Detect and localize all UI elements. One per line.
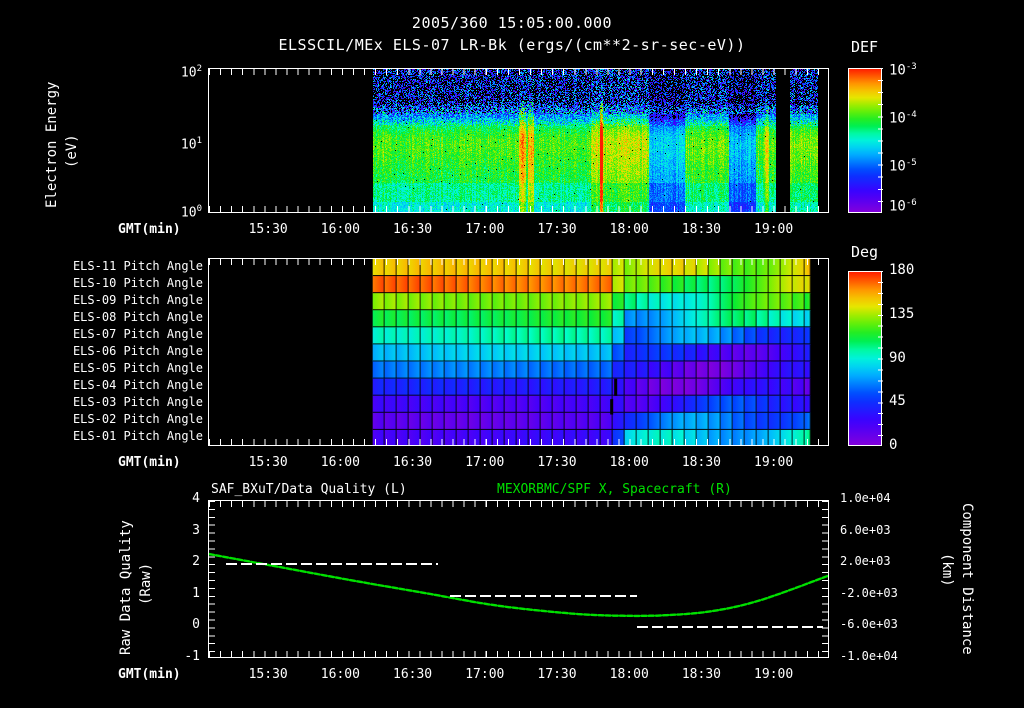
- electron-energy-heatmap: [209, 69, 828, 212]
- energy-xtick-5: 18:00: [609, 222, 649, 237]
- orbit-right-ytick-2: 2.0e+03: [840, 554, 891, 569]
- orbit-left-axis-title-line2: (Raw): [138, 562, 154, 605]
- pitch-xtick-2: 16:30: [393, 455, 433, 470]
- deg-colorbar-label-45: 45: [889, 393, 906, 410]
- deg-colorbar-title: Deg: [851, 243, 879, 261]
- pitch-xaxis-label: GMT(min): [118, 455, 181, 470]
- pitch-xtick-4: 17:30: [537, 455, 577, 470]
- orbit-right-ytick-3: -2.0e+03: [840, 585, 898, 600]
- pitch-angle-heatmap: [209, 259, 828, 445]
- def-colorbar-label-2: 10-4: [889, 110, 917, 127]
- orbit-xtick-5: 18:00: [609, 667, 649, 682]
- deg-colorbar-label-180: 180: [889, 262, 915, 278]
- orbit-quality-panel: [208, 500, 829, 658]
- orbit-xtick-0: 15:30: [248, 667, 288, 682]
- pitch-row-label-10: ELS-10 Pitch Angle: [72, 275, 203, 290]
- pitch-angle-panel: [208, 258, 829, 446]
- page-title-timestamp: 2005/360 15:05:00.000: [411, 14, 613, 32]
- orbit-xtick-7: 19:00: [754, 667, 794, 682]
- orbit-right-ytick-0: 1.0e+04: [840, 491, 891, 505]
- energy-xaxis-label: GMT(min): [118, 222, 181, 237]
- pitch-xtick-1: 16:00: [320, 455, 360, 470]
- orbit-panel-title-left: SAF_BXuT/Data Quality (L): [211, 482, 407, 497]
- orbit-right-ytick-4: -6.0e+03: [840, 617, 898, 632]
- energy-ytick-100: 102: [180, 64, 202, 81]
- energy-ytick-10: 101: [180, 136, 202, 153]
- pitch-row-label-1: ELS-01 Pitch Angle: [72, 429, 203, 444]
- energy-xtick-4: 17:30: [537, 222, 577, 237]
- pitch-row-label-11: ELS-11 Pitch Angle: [72, 258, 203, 273]
- pitch-row-label-7: ELS-07 Pitch Angle: [72, 326, 203, 341]
- data-quality-segment-2: [637, 626, 823, 629]
- orbit-xaxis-label: GMT(min): [118, 667, 181, 682]
- pitch-row-label-3: ELS-03 Pitch Angle: [72, 395, 203, 410]
- def-colorbar-label-4: 10-6: [889, 198, 917, 215]
- orbit-right-axis-title-line2: (km): [939, 553, 955, 587]
- def-colorbar-label-1: 10-3: [889, 62, 917, 79]
- deg-colorbar-label-135: 135: [889, 305, 915, 322]
- energy-xtick-6: 18:30: [681, 222, 721, 237]
- orbit-right-ytick-5: -1.0e+04: [840, 649, 898, 663]
- deg-colorbar-ticks: [878, 271, 883, 446]
- pitch-row-label-6: ELS-06 Pitch Angle: [72, 344, 203, 358]
- pitch-row-label-4: ELS-04 Pitch Angle: [72, 378, 203, 393]
- orbit-xtick-4: 17:30: [537, 667, 577, 682]
- def-colorbar-title: DEF: [851, 38, 879, 56]
- energy-xtick-1: 16:00: [320, 222, 360, 237]
- orbit-left-axis-title-line1: Raw Data Quality: [118, 520, 134, 655]
- orbit-left-ytick-1: 3: [192, 522, 200, 538]
- deg-colorbar-label-90: 90: [889, 349, 906, 366]
- pitch-row-label-8: ELS-08 Pitch Angle: [72, 309, 203, 324]
- def-colorbar-ticks: [878, 68, 883, 213]
- spacecraft-distance-curve: [209, 552, 828, 618]
- pitch-xtick-3: 17:00: [465, 455, 505, 470]
- energy-xtick-0: 15:30: [248, 222, 288, 237]
- orbit-xtick-1: 16:00: [320, 667, 360, 682]
- orbit-xtick-2: 16:30: [393, 667, 433, 682]
- pitch-xtick-6: 18:30: [681, 455, 721, 470]
- def-colorbar-label-3: 10-5: [889, 158, 917, 175]
- data-quality-segment-1: [449, 594, 638, 597]
- pitch-row-label-5: ELS-05 Pitch Angle: [72, 361, 203, 376]
- pitch-xtick-7: 19:00: [754, 455, 794, 470]
- pitch-xtick-0: 15:30: [248, 455, 288, 470]
- orbit-right-ytick-1: 6.0e+03: [840, 522, 891, 537]
- pitch-row-label-9: ELS-09 Pitch Angle: [72, 292, 203, 307]
- orbit-left-ytick-2: 2: [192, 554, 200, 570]
- energy-ytick-1: 100: [180, 204, 202, 221]
- orbit-right-axis-title-line1: Component Distance: [959, 503, 975, 655]
- orbit-xtick-6: 18:30: [681, 667, 721, 682]
- electron-energy-spectrogram-panel: [208, 68, 829, 213]
- orbit-xtick-3: 17:00: [465, 667, 505, 682]
- energy-xtick-7: 19:00: [754, 222, 794, 237]
- orbit-left-ytick-4: 0: [192, 617, 200, 633]
- orbit-left-ytick-0: 4: [192, 491, 200, 506]
- energy-xtick-3: 17:00: [465, 222, 505, 237]
- def-colorbar: [848, 68, 882, 213]
- orbit-left-ytick-5: -1: [184, 649, 200, 664]
- energy-axis-title-line1: Electron Energy: [44, 81, 60, 208]
- page-subtitle-dataset: ELSSCIL/MEx ELS-07 LR-Bk (ergs/(cm**2-sr…: [278, 36, 746, 54]
- deg-colorbar: [848, 271, 882, 446]
- orbit-left-ytick-3: 1: [192, 585, 200, 601]
- pitch-row-label-2: ELS-02 Pitch Angle: [72, 412, 203, 427]
- orbit-panel-title-right: MEXORBMC/SPF X, Spacecraft (R): [497, 482, 732, 497]
- energy-axis-title-line2: (eV): [64, 134, 80, 168]
- pitch-xtick-5: 18:00: [609, 455, 649, 470]
- energy-xtick-2: 16:30: [393, 222, 433, 237]
- data-quality-segment-0: [225, 563, 438, 566]
- deg-colorbar-label-0: 0: [889, 437, 898, 453]
